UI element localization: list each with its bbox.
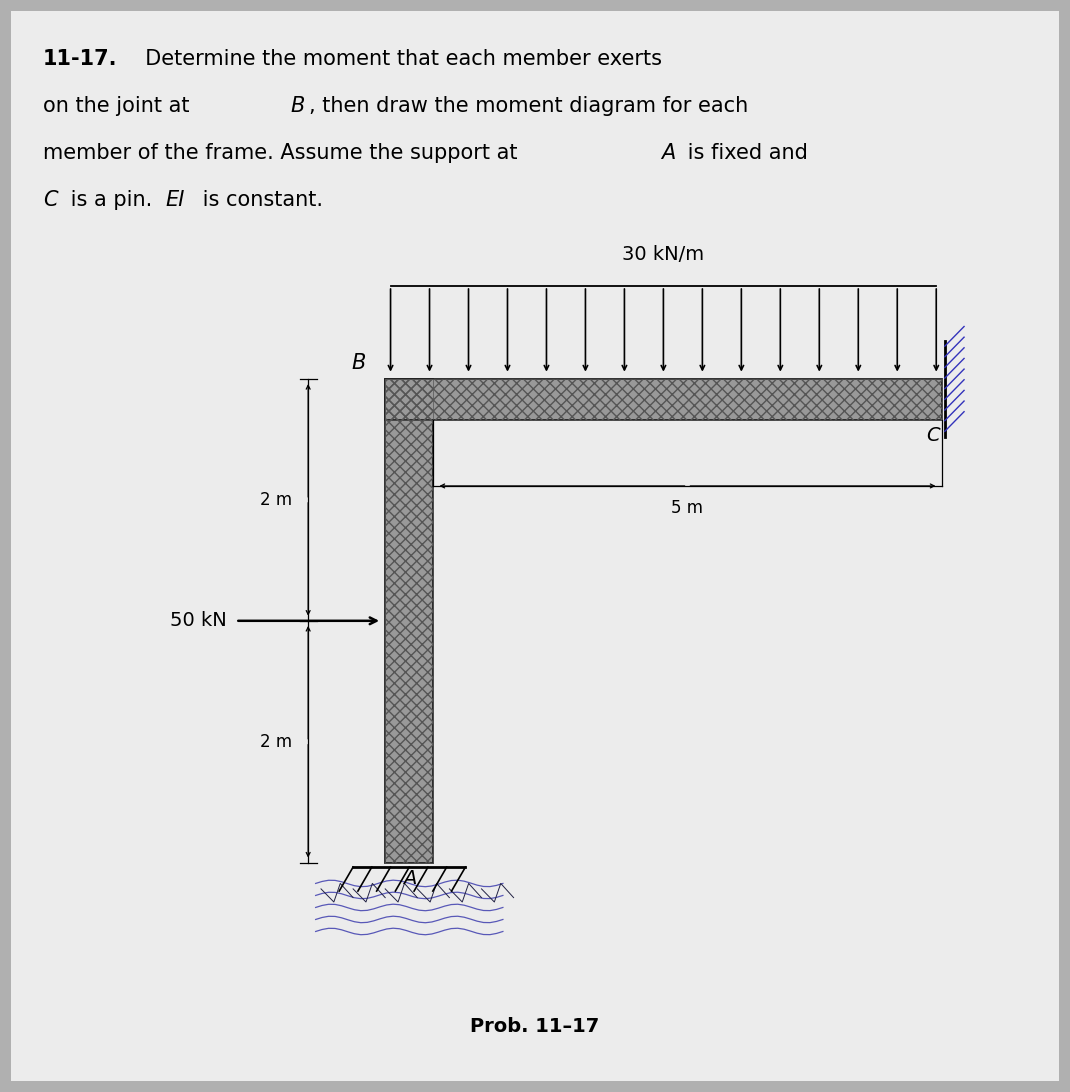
Text: 50 kN: 50 kN xyxy=(170,612,227,630)
Text: 5 m: 5 m xyxy=(672,499,703,517)
Bar xyxy=(385,379,433,863)
Text: 2 m: 2 m xyxy=(260,733,292,750)
Text: is fixed and: is fixed and xyxy=(681,143,808,163)
Text: 11-17.: 11-17. xyxy=(43,49,118,69)
Bar xyxy=(385,379,942,420)
Text: B: B xyxy=(291,96,305,116)
Bar xyxy=(385,379,942,420)
Text: A: A xyxy=(661,143,675,163)
Text: Determine the moment that each member exerts: Determine the moment that each member ex… xyxy=(132,49,661,69)
Text: C: C xyxy=(926,426,939,444)
Text: member of the frame. Assume the support at: member of the frame. Assume the support … xyxy=(43,143,524,163)
Text: C: C xyxy=(43,190,58,210)
Text: on the joint at: on the joint at xyxy=(43,96,196,116)
Text: Prob. 11–17: Prob. 11–17 xyxy=(471,1017,599,1036)
Bar xyxy=(385,379,433,863)
Text: , then draw the moment diagram for each: , then draw the moment diagram for each xyxy=(309,96,749,116)
Text: 30 kN/m: 30 kN/m xyxy=(623,246,704,264)
Text: is a pin.: is a pin. xyxy=(64,190,159,210)
Text: A: A xyxy=(402,869,416,888)
Text: is constant.: is constant. xyxy=(196,190,323,210)
Text: EI: EI xyxy=(166,190,185,210)
Text: B: B xyxy=(351,354,366,373)
Text: 2 m: 2 m xyxy=(260,491,292,509)
